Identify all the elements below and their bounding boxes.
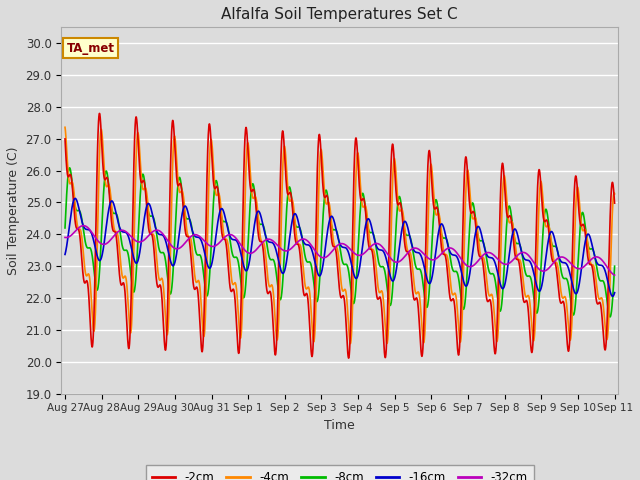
-8cm [272, 268, 280, 274]
Legend: -2cm, -4cm, -8cm, -16cm, -32cm: -2cm, -4cm, -8cm, -16cm, -32cm [146, 466, 534, 480]
-32cm [600, 260, 608, 265]
Line: -32cm: -32cm [65, 226, 614, 275]
X-axis label: Time: Time [324, 419, 355, 432]
-16cm [600, 265, 608, 271]
-32cm [124, 230, 132, 236]
-4cm [272, 326, 280, 332]
-16cm [61, 252, 69, 257]
-16cm [157, 232, 164, 238]
-4cm [296, 241, 303, 247]
Line: -8cm: -8cm [65, 168, 614, 317]
-2cm [272, 349, 280, 355]
-2cm [124, 339, 132, 345]
-4cm [61, 124, 69, 130]
-2cm [345, 355, 353, 361]
-32cm [296, 238, 303, 243]
-4cm [156, 277, 164, 283]
-2cm [611, 200, 618, 206]
Y-axis label: Soil Temperature (C): Soil Temperature (C) [7, 146, 20, 275]
-4cm [541, 218, 548, 224]
-16cm [609, 293, 616, 299]
-16cm [124, 232, 132, 238]
-8cm [611, 264, 618, 269]
-2cm [600, 342, 608, 348]
-8cm [541, 210, 548, 216]
-4cm [611, 191, 618, 197]
-2cm [61, 136, 69, 142]
-2cm [157, 283, 164, 288]
-8cm [606, 314, 614, 320]
-32cm [79, 223, 87, 228]
Line: -4cm: -4cm [65, 127, 614, 344]
Line: -16cm: -16cm [65, 198, 614, 296]
-16cm [71, 195, 79, 201]
-8cm [61, 225, 69, 231]
-32cm [61, 235, 69, 240]
Line: -2cm: -2cm [65, 113, 614, 358]
-8cm [296, 225, 303, 231]
-2cm [95, 110, 103, 116]
-16cm [611, 290, 618, 296]
Text: TA_met: TA_met [67, 42, 115, 55]
-32cm [272, 241, 280, 247]
-4cm [346, 341, 354, 347]
-32cm [611, 272, 618, 278]
-4cm [600, 310, 608, 315]
-16cm [272, 247, 280, 252]
-16cm [296, 226, 303, 231]
-2cm [296, 249, 303, 254]
-4cm [124, 294, 132, 300]
-2cm [541, 219, 548, 225]
-8cm [600, 280, 608, 286]
-8cm [124, 250, 132, 256]
-8cm [157, 250, 164, 255]
Title: Alfalfa Soil Temperatures Set C: Alfalfa Soil Temperatures Set C [221, 7, 458, 22]
-32cm [157, 228, 164, 234]
-16cm [541, 264, 548, 269]
-8cm [66, 165, 74, 171]
-32cm [541, 268, 548, 274]
